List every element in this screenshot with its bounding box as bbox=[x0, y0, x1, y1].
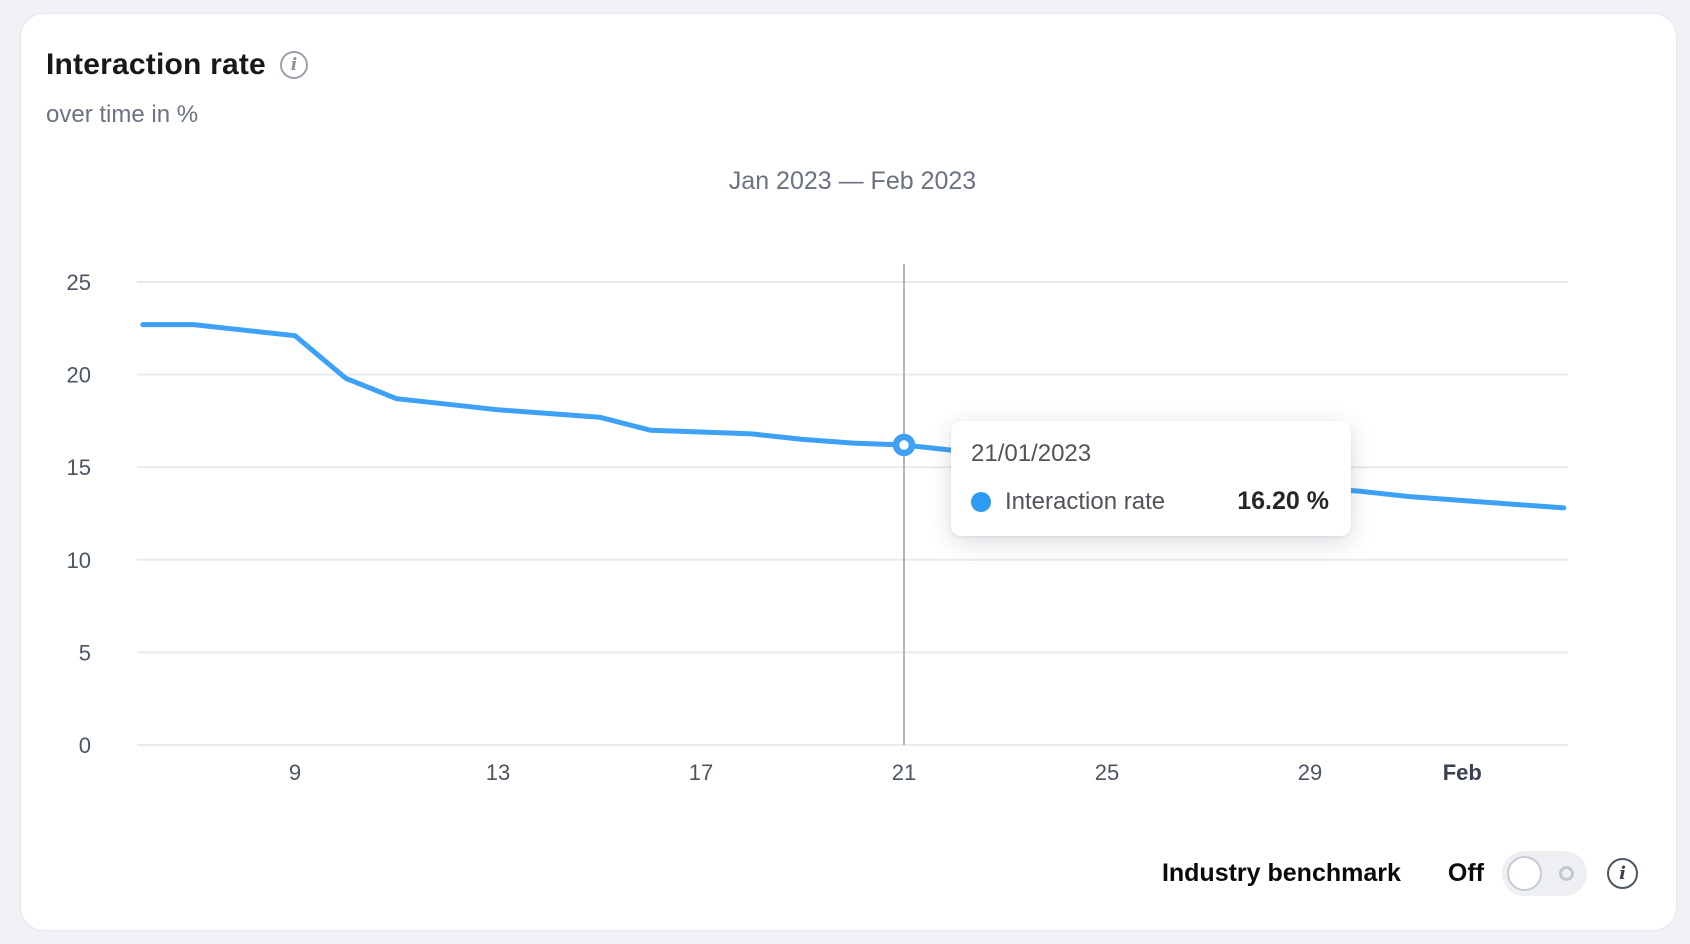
title-info-icon[interactable]: i bbox=[279, 51, 308, 79]
line-chart-plot-area[interactable]: 0 5 10 15 20 25 9 13 17 21 25 29 Feb bbox=[21, 14, 1678, 932]
benchmark-info-icon[interactable]: i bbox=[1607, 857, 1638, 889]
highlighted-point-marker[interactable] bbox=[892, 433, 916, 457]
tooltip-date: 21/01/2023 bbox=[971, 440, 1092, 467]
y-tick-label-0: 0 bbox=[79, 733, 91, 758]
y-tick-label-10: 10 bbox=[67, 548, 91, 573]
card-subtitle: over time in % bbox=[46, 101, 199, 128]
tooltip-series-value: 16.20 % bbox=[1237, 487, 1329, 515]
x-tick-label-21: 21 bbox=[892, 760, 916, 785]
tooltip-series-row: Interaction rate 16.20 % bbox=[971, 487, 1329, 516]
benchmark-footer: Industry benchmark Off i bbox=[1162, 850, 1638, 896]
benchmark-toggle[interactable] bbox=[1502, 850, 1587, 896]
toggle-on-ring-icon bbox=[1559, 865, 1574, 881]
x-tick-label-29: 29 bbox=[1298, 760, 1322, 785]
x-tick-label-9: 9 bbox=[289, 760, 301, 785]
x-tick-label-17: 17 bbox=[689, 760, 713, 785]
series-dot-icon bbox=[971, 491, 991, 512]
toggle-knob[interactable] bbox=[1507, 855, 1542, 891]
x-tick-label-Feb: Feb bbox=[1443, 760, 1482, 785]
interaction-rate-card: Interaction rate i over time in % Jan 20… bbox=[20, 13, 1677, 931]
x-tick-label-25: 25 bbox=[1095, 760, 1119, 785]
tooltip-series-label: Interaction rate bbox=[1005, 487, 1166, 515]
y-tick-label-20: 20 bbox=[67, 363, 91, 388]
benchmark-toggle-state: Off bbox=[1447, 858, 1484, 887]
chart-date-range-title: Jan 2023 — Feb 2023 bbox=[728, 167, 977, 195]
y-tick-label-15: 15 bbox=[67, 455, 91, 480]
page-title: Interaction rate bbox=[46, 48, 266, 81]
card-header: Interaction rate i bbox=[46, 48, 308, 82]
y-tick-label-5: 5 bbox=[79, 640, 91, 665]
x-tick-label-13: 13 bbox=[486, 760, 510, 785]
industry-benchmark-label: Industry benchmark bbox=[1161, 858, 1401, 887]
chart-tooltip: 21/01/2023 Interaction rate 16.20 % bbox=[951, 421, 1351, 536]
y-tick-label-25: 25 bbox=[67, 270, 91, 295]
